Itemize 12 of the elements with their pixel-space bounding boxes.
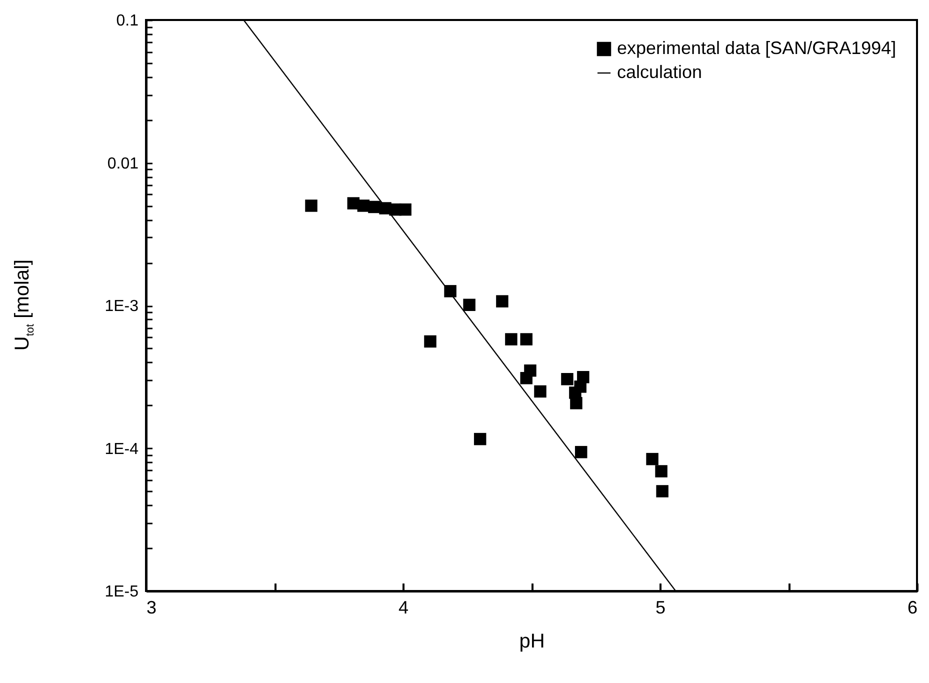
- y-tick-label: 1E-4: [104, 440, 139, 458]
- y-tick-label: 1E-5: [104, 584, 139, 600]
- x-tick-label: 5: [655, 598, 666, 618]
- y-tick-label: 0.01: [107, 155, 139, 172]
- legend-label: calculation: [617, 62, 702, 82]
- x-tick-label: 6: [907, 598, 918, 618]
- y-tick-label: 0.1: [116, 12, 139, 30]
- x-tick-label: 3: [146, 598, 157, 618]
- legend-label: experimental data [SAN/GRA1994]: [617, 38, 896, 58]
- y-tick-label: 1E-3: [104, 298, 139, 315]
- x-axis-title: pH: [519, 630, 545, 652]
- x-tick-label: 4: [398, 598, 409, 618]
